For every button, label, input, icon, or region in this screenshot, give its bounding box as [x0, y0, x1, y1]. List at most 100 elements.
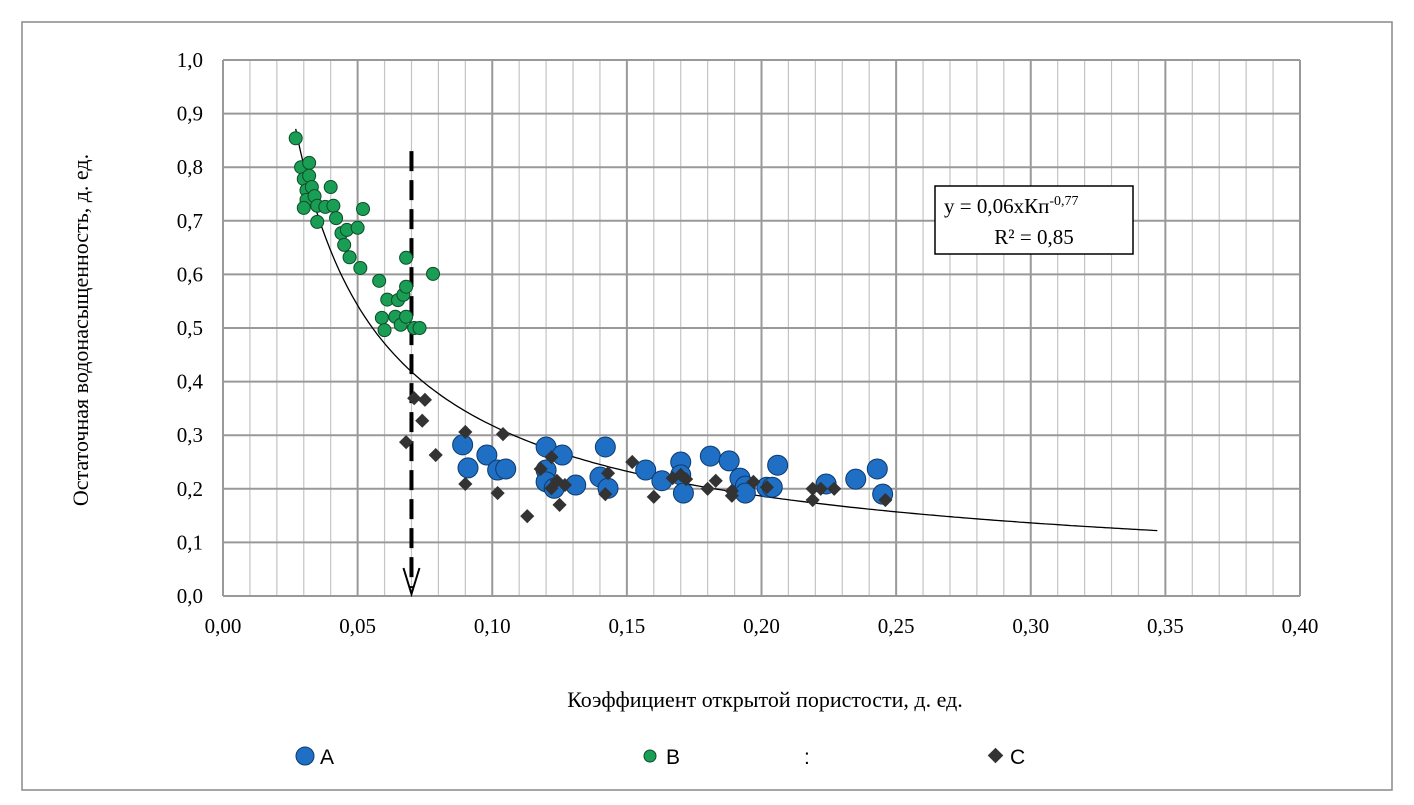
y-tick-label: 0,1 — [177, 530, 203, 554]
data-point-b — [399, 279, 414, 294]
data-point-c — [417, 392, 433, 407]
data-point-c — [679, 472, 694, 487]
data-point-b — [399, 250, 414, 265]
data-point-c — [827, 481, 842, 496]
data-point-a — [457, 457, 479, 479]
x-tick-label: 0,25 — [878, 614, 915, 638]
x-tick-label: 0,05 — [339, 614, 376, 638]
equation-text: y = 0,06xКп — [944, 194, 1049, 218]
data-point-b — [323, 180, 338, 195]
equation-exponent: -0,77 — [1049, 194, 1078, 209]
data-point-c — [646, 489, 661, 504]
data-point-c — [600, 466, 616, 481]
legend: A B : C — [295, 746, 1025, 769]
data-point-c — [724, 488, 739, 503]
data-point-b — [412, 321, 427, 335]
data-point-c — [746, 474, 761, 489]
data-point-a — [866, 458, 888, 480]
data-point-c — [520, 509, 535, 524]
data-point-c — [598, 487, 613, 502]
legend-marker-c — [987, 747, 1004, 764]
series-c — [399, 391, 893, 524]
y-tick-labels: 0,0 0,1 0,2 0,3 0,4 0,5 0,6 0,7 0,8 0,9 1,0 — [177, 48, 204, 608]
data-point-b — [326, 198, 341, 213]
data-point-b — [288, 131, 303, 146]
data-point-b — [329, 211, 344, 226]
data-point-c — [813, 481, 828, 496]
data-point-b — [310, 214, 325, 229]
data-point-a — [452, 434, 474, 456]
r2-text: R² = 0,85 — [994, 225, 1073, 249]
y-tick-label: 1,0 — [177, 48, 203, 72]
data-point-c — [805, 492, 820, 508]
data-point-b — [337, 237, 352, 252]
y-tick-label: 0,2 — [177, 477, 203, 501]
series-b — [288, 131, 441, 338]
data-point-c — [428, 447, 443, 463]
data-point-b — [377, 323, 392, 338]
data-point-b — [374, 310, 389, 325]
data-point-c — [415, 413, 430, 428]
data-point-c — [759, 480, 774, 495]
data-point-c — [533, 461, 548, 477]
data-point-c — [399, 435, 414, 450]
x-tick-label: 0,15 — [609, 614, 646, 638]
x-tick-label: 0,10 — [474, 614, 511, 638]
data-point-c — [495, 427, 511, 442]
data-point-a — [476, 444, 498, 466]
dashed-arrow — [402, 151, 421, 598]
data-points — [288, 131, 894, 524]
y-tick-label: 0,0 — [177, 584, 203, 608]
data-point-a — [845, 468, 867, 490]
grid — [222, 59, 1301, 597]
data-point-a — [594, 436, 616, 458]
data-point-c — [490, 486, 505, 501]
x-tick-label: 0,00 — [205, 614, 242, 638]
data-point-a — [495, 458, 517, 480]
svg-text:y = 0,06xКп-0,77: y = 0,06xКп-0,77 — [944, 194, 1079, 218]
data-point-b — [353, 260, 368, 275]
data-point-c — [625, 454, 640, 470]
data-point-c — [708, 473, 723, 488]
y-axis-title: Остаточная водонасыщенность, д. ед. — [68, 154, 93, 506]
data-point-a — [767, 454, 789, 476]
y-tick-label: 0,7 — [177, 209, 203, 233]
y-tick-label: 0,4 — [177, 370, 204, 394]
legend-label-b: B — [666, 746, 680, 769]
data-point-b — [372, 273, 387, 288]
legend-label-a: A — [320, 746, 334, 769]
legend-extra-mark: : — [804, 746, 810, 769]
x-tick-label: 0,40 — [1282, 614, 1319, 638]
legend-label-c: C — [1010, 746, 1025, 769]
data-point-b — [399, 309, 414, 324]
legend-marker-a — [295, 746, 315, 766]
data-point-c — [407, 391, 422, 406]
y-tick-label: 0,5 — [177, 316, 203, 340]
data-point-b — [342, 250, 357, 265]
data-point-c — [552, 497, 567, 512]
data-point-c — [458, 424, 473, 440]
x-tick-label: 0,30 — [1012, 614, 1049, 638]
data-point-c — [458, 476, 473, 492]
y-tick-label: 0,3 — [177, 423, 203, 447]
series-a — [452, 434, 894, 505]
chart-frame — [21, 21, 1393, 791]
arrow-head — [402, 567, 421, 598]
data-point-b — [350, 220, 365, 235]
data-point-c — [878, 492, 893, 508]
data-point-b — [426, 266, 441, 281]
data-point-b — [356, 202, 371, 217]
x-axis-title: Коэффициент открытой пористости, д. ед. — [567, 687, 963, 712]
data-point-a — [635, 459, 657, 481]
data-point-c — [805, 481, 820, 496]
data-point-b — [296, 200, 311, 215]
equation-box: y = 0,06xКп-0,77 R² = 0,85 — [934, 185, 1134, 255]
data-point-b — [302, 155, 317, 170]
x-tick-labels: 0,00 0,05 0,10 0,15 0,20 0,25 0,30 0,35 0,40 — [205, 614, 1319, 638]
x-tick-label: 0,20 — [743, 614, 780, 638]
data-point-c — [544, 450, 559, 465]
data-point-a — [699, 445, 721, 467]
y-tick-label: 0,9 — [177, 102, 203, 126]
y-tick-label: 0,8 — [177, 155, 203, 179]
